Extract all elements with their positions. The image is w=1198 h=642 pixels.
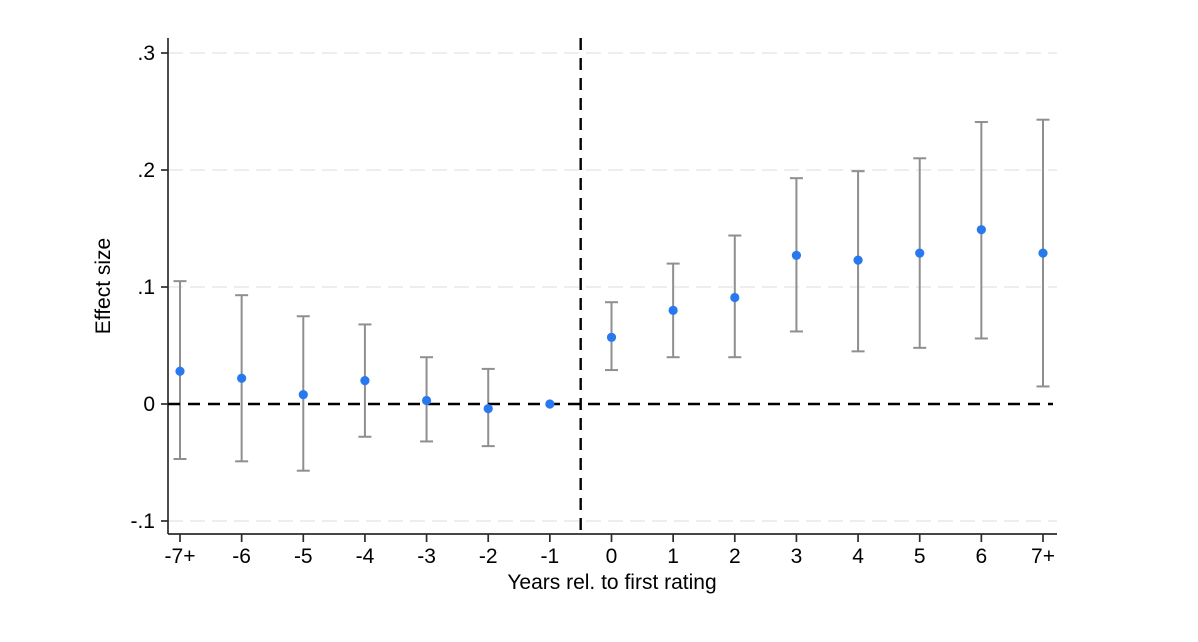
x-tick-label: -1 (541, 545, 560, 568)
error-bars-group (173, 118, 1050, 472)
y-tick-label: .2 (137, 159, 155, 182)
data-point-marker (483, 404, 493, 414)
y-tick-label: 0 (143, 393, 155, 416)
data-point-marker (730, 292, 740, 303)
reference-lines-group (168, 38, 1053, 534)
x-tick-label: -2 (479, 545, 498, 568)
x-tick-label: 4 (852, 545, 864, 568)
x-tick-label: 5 (914, 545, 926, 568)
x-tick-label: -4 (356, 545, 375, 568)
data-point-marker (606, 332, 617, 342)
x-tick-label: -3 (417, 545, 436, 568)
data-point-marker (421, 395, 432, 406)
data-point-marker (360, 376, 370, 386)
x-tick-label: 1 (667, 545, 679, 568)
y-tick-label: .1 (137, 276, 155, 299)
data-point-marker (853, 255, 863, 265)
markers-group (175, 225, 1048, 414)
data-point-marker (791, 250, 802, 261)
x-tick-label: 3 (791, 545, 803, 568)
x-tick-label: 7+ (1031, 545, 1055, 568)
data-point-marker (545, 399, 555, 409)
y-tick-label: -.1 (130, 510, 155, 533)
gridlines-group (168, 52, 1057, 522)
x-tick-label: 6 (976, 545, 988, 568)
axes-group: -.1 0 .1 .2 .3 -7+ -6 -5 -4 -3 -2 -1 0 1 2 3 4 5 6 7+ (130, 38, 1057, 568)
x-tick-label: 2 (729, 545, 741, 568)
x-tick-label: 0 (606, 545, 618, 568)
x-axis-title: Years rel. to first rating (507, 571, 716, 594)
data-point-marker (1038, 248, 1048, 258)
y-axis-title: Effect size (92, 238, 115, 335)
data-point-marker (668, 305, 678, 315)
x-tick-label: -5 (294, 545, 313, 568)
data-point-marker (175, 366, 185, 376)
data-point-marker (298, 390, 308, 400)
x-tick-label: -7+ (165, 545, 196, 568)
data-point-marker (976, 225, 986, 235)
x-tick-label: -6 (232, 545, 251, 568)
y-tick-label: .3 (137, 42, 155, 65)
data-point-marker (237, 373, 247, 383)
data-point-marker (915, 248, 925, 258)
